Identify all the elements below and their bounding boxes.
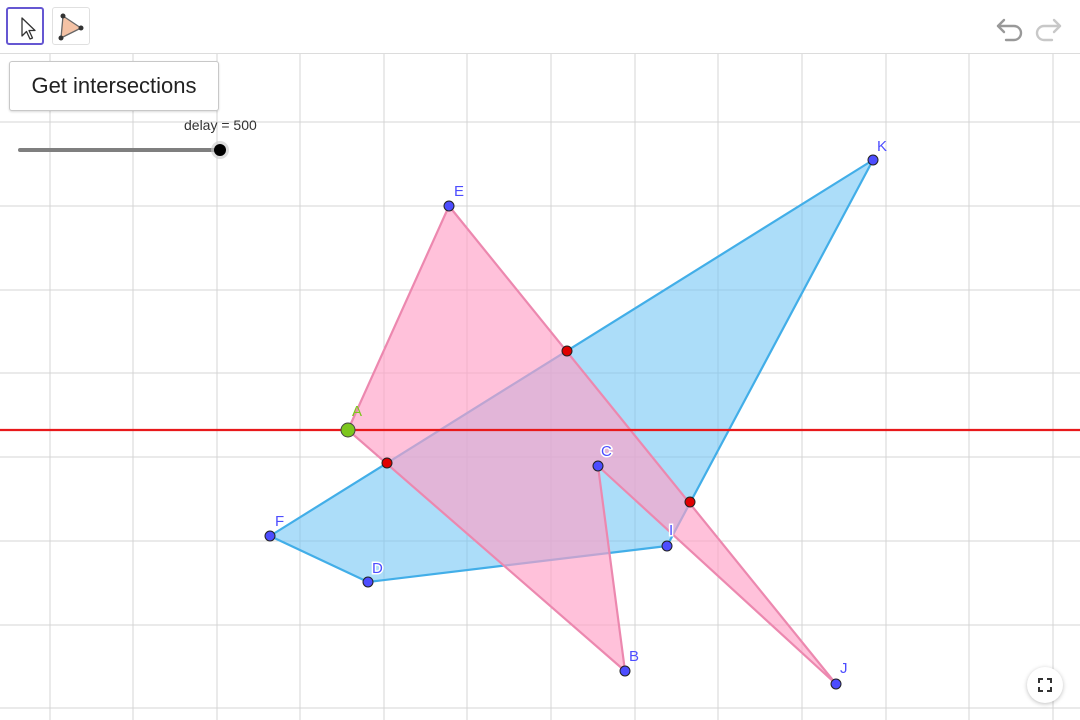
undo-icon[interactable] — [994, 12, 1026, 44]
label-b: B — [629, 648, 639, 665]
label-d: D — [372, 560, 383, 577]
point-labels: A E K C F I D B J — [275, 138, 887, 677]
intersection-point — [561, 345, 573, 357]
move-tool-button[interactable] — [6, 7, 44, 45]
point-i[interactable] — [661, 540, 673, 552]
point-f[interactable] — [264, 530, 276, 542]
fullscreen-button[interactable] — [1027, 667, 1063, 703]
label-j: J — [840, 660, 848, 677]
pink-polygon[interactable] — [346, 204, 838, 686]
label-a: A — [352, 403, 362, 420]
point-k[interactable] — [867, 154, 879, 166]
intersection-point — [381, 457, 393, 469]
label-e: E — [454, 183, 464, 200]
point-e[interactable] — [443, 200, 455, 212]
point-b[interactable] — [619, 665, 631, 677]
label-c: C — [601, 443, 612, 460]
cursor-arrow-icon — [21, 17, 36, 40]
label-k: K — [877, 138, 887, 155]
slider-thumb-core[interactable] — [214, 144, 226, 156]
toolbar — [0, 0, 1080, 54]
vertex-points — [264, 154, 879, 690]
delay-slider[interactable] — [18, 141, 229, 159]
redo-icon[interactable] — [1032, 12, 1064, 44]
point-j[interactable] — [830, 678, 842, 690]
slider-label: delay = 500 — [184, 117, 257, 133]
label-i: I — [669, 522, 673, 539]
point-d[interactable] — [362, 576, 374, 588]
point-a[interactable] — [340, 422, 356, 438]
intersection-point — [684, 496, 696, 508]
label-f: F — [275, 513, 284, 530]
intersection-points — [381, 345, 696, 508]
polygon-tool-button[interactable] — [52, 7, 90, 45]
get-intersections-button[interactable]: Get intersections — [9, 61, 219, 111]
polygon-tool-icon — [58, 13, 84, 41]
fullscreen-icon — [1038, 678, 1052, 692]
point-c[interactable] — [592, 460, 604, 472]
